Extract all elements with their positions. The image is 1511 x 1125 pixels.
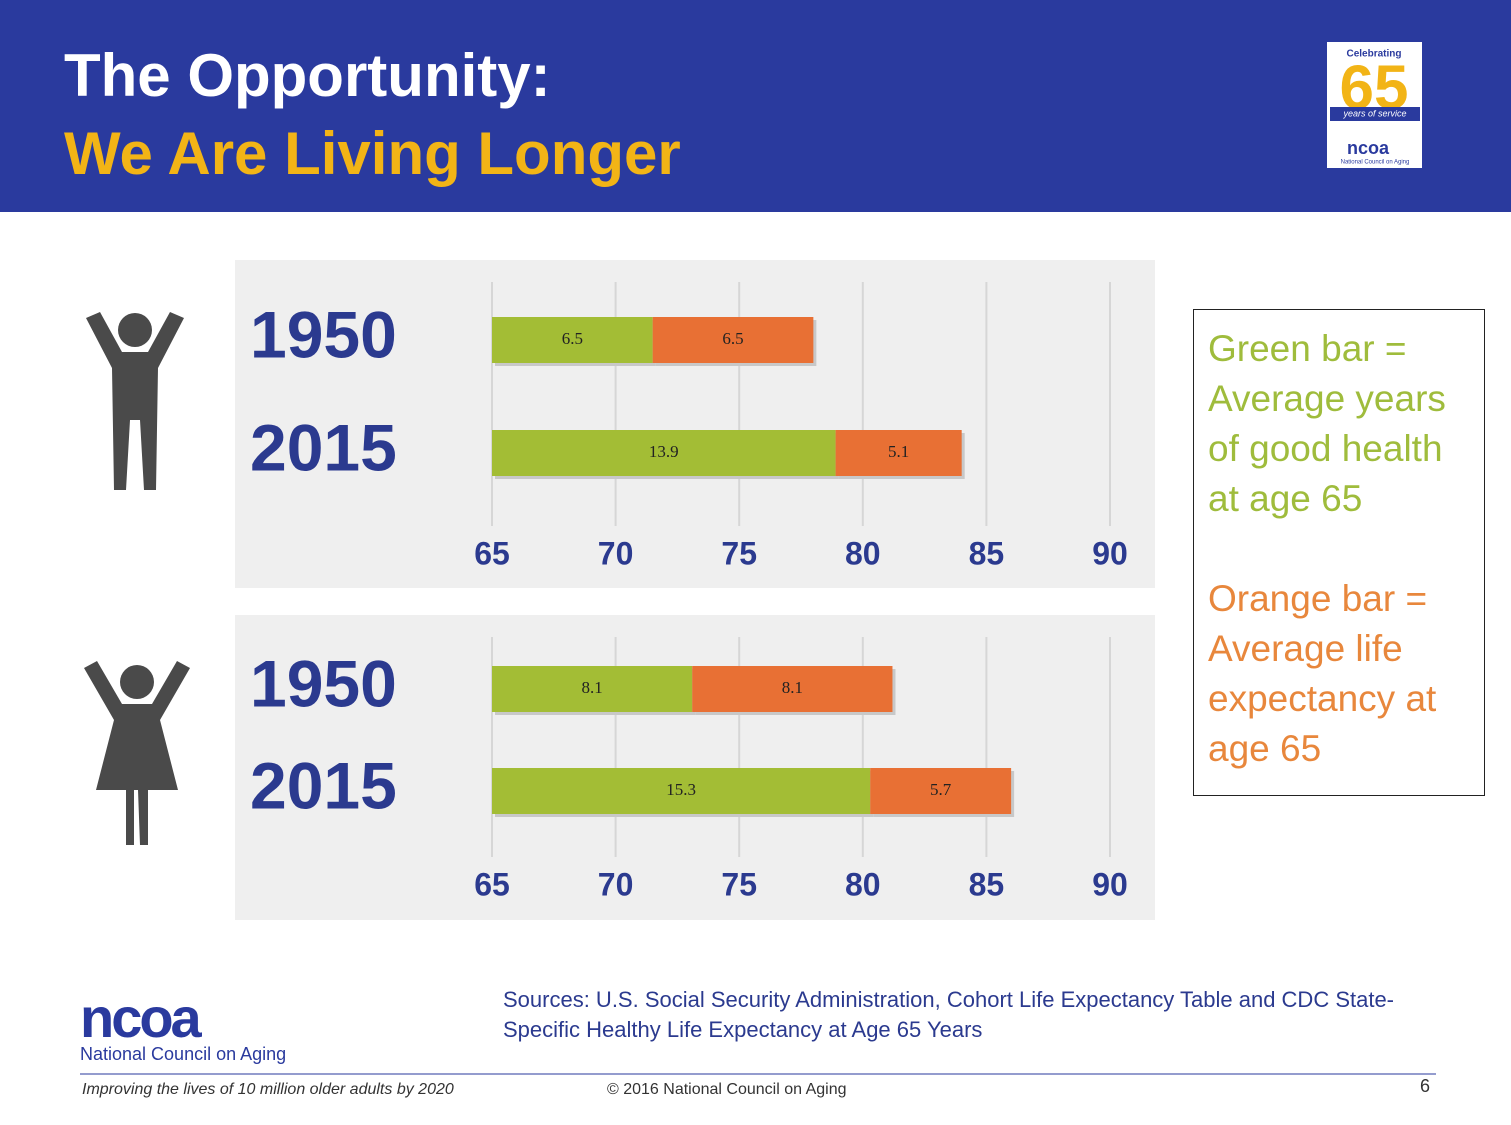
x-tick-label: 80 bbox=[845, 535, 881, 571]
bar-segment bbox=[652, 317, 814, 363]
logo-name: National Council on Aging bbox=[1341, 160, 1410, 166]
footer-brand: ncoa bbox=[80, 986, 203, 1049]
footer-name: National Council on Aging bbox=[80, 1044, 286, 1064]
x-tick-label: 65 bbox=[474, 535, 510, 571]
x-tick-label: 90 bbox=[1092, 866, 1128, 902]
header-band bbox=[0, 0, 1511, 212]
data-label: 8.1 bbox=[581, 678, 602, 697]
chart-panel bbox=[235, 260, 1155, 588]
title: The Opportunity: bbox=[64, 42, 551, 109]
page-number: 6 bbox=[1420, 1076, 1430, 1096]
x-tick-label: 85 bbox=[969, 535, 1005, 571]
legend-orange: Orange bar = Average life expectancy at … bbox=[1208, 578, 1437, 769]
logo-box bbox=[1327, 42, 1422, 168]
legend-green: Green bar = Average years of good health… bbox=[1208, 328, 1446, 519]
data-label: 6.5 bbox=[562, 329, 583, 348]
category-label: 2015 bbox=[250, 748, 397, 822]
data-label: 6.5 bbox=[722, 329, 743, 348]
copyright: © 2016 National Council on Aging bbox=[607, 1081, 847, 1098]
data-label: 5.7 bbox=[930, 780, 952, 799]
chart-panel bbox=[235, 615, 1155, 920]
category-label: 1950 bbox=[250, 297, 397, 371]
x-tick-label: 70 bbox=[598, 866, 634, 902]
legend-box: Green bar = Average years of good health… bbox=[1193, 309, 1485, 796]
category-label: 2015 bbox=[250, 410, 397, 484]
x-tick-label: 75 bbox=[721, 535, 757, 571]
data-label: 13.9 bbox=[649, 442, 679, 461]
bar-segment bbox=[492, 768, 871, 814]
bar-segment bbox=[835, 430, 962, 476]
subtitle: We Are Living Longer bbox=[64, 120, 681, 187]
logo-ribbon bbox=[1330, 107, 1420, 121]
bar-segment bbox=[492, 666, 693, 712]
bar-segment bbox=[492, 317, 653, 363]
bar-segment bbox=[492, 430, 836, 476]
x-tick-label: 80 bbox=[845, 866, 881, 902]
x-tick-label: 85 bbox=[969, 866, 1005, 902]
data-label: 5.1 bbox=[888, 442, 909, 461]
category-label: 1950 bbox=[250, 646, 397, 720]
data-label: 8.1 bbox=[782, 678, 803, 697]
x-tick-label: 75 bbox=[721, 866, 757, 902]
man-icon bbox=[86, 312, 184, 490]
data-label: 15.3 bbox=[666, 780, 696, 799]
logo-ribbon-text: years of service bbox=[1342, 108, 1406, 118]
bar-segment bbox=[870, 768, 1012, 814]
logo-top: Celebrating bbox=[1346, 49, 1401, 60]
woman-icon bbox=[84, 661, 190, 845]
x-tick-label: 90 bbox=[1092, 535, 1128, 571]
logo-brand: ncoa bbox=[1347, 138, 1390, 158]
x-tick-label: 70 bbox=[598, 535, 634, 571]
tagline: Improving the lives of 10 million older … bbox=[82, 1081, 454, 1098]
x-tick-label: 65 bbox=[474, 866, 510, 902]
bar-segment bbox=[692, 666, 893, 712]
sources: Sources: U.S. Social Security Administra… bbox=[503, 987, 1395, 1042]
